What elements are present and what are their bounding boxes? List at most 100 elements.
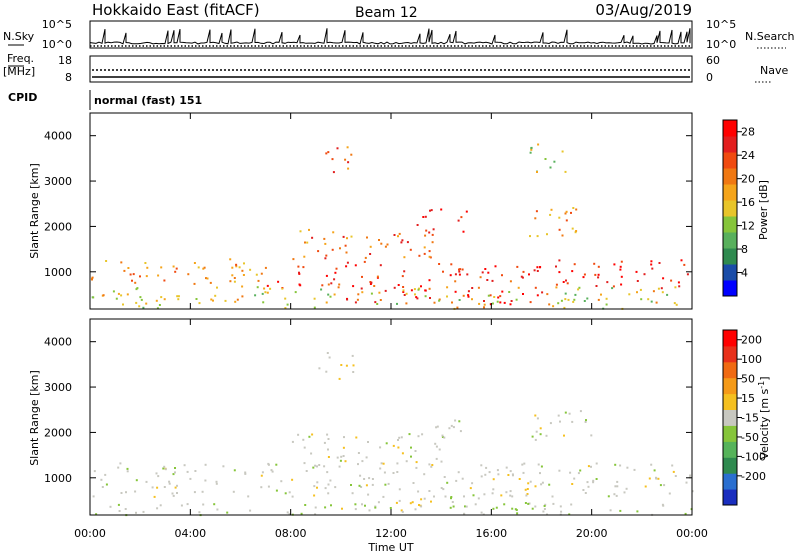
data-point [134,490,137,493]
data-point [657,477,660,480]
data-point [605,297,608,300]
data-point [415,296,418,299]
noise-left-tick-low: 10^0 [42,38,72,51]
data-point [163,279,166,282]
data-point [600,293,602,296]
data-point [423,497,426,500]
data-point [463,495,465,498]
data-point [512,474,514,477]
data-point [620,275,623,278]
data-point [233,469,236,472]
data-point [345,251,348,254]
data-point [318,464,321,466]
data-point [511,507,514,510]
data-point [146,266,149,269]
data-point [438,448,441,451]
data-point [571,420,574,423]
data-point [214,294,217,297]
data-point [428,463,431,466]
data-point [613,263,616,266]
data-point [329,479,332,482]
velocity-y-axis: 1000 2000 3000 4000 [44,336,692,485]
colorbar-tick-label: 12 [741,220,755,233]
data-point [668,492,671,495]
noise-right-label: N.Search [745,30,795,43]
data-point [606,281,609,284]
data-point [450,496,453,498]
colorbar-tick-label: 20 [741,173,755,186]
power-y-label: Slant Range [km] [28,163,41,259]
data-point [434,442,437,445]
data-point [291,495,294,498]
data-point [271,470,274,473]
data-point [564,292,567,295]
data-point [339,459,342,462]
data-point [592,481,595,484]
data-point [582,276,585,279]
data-point [275,463,278,466]
data-point [101,486,104,488]
data-point [521,463,524,466]
data-point [570,211,572,214]
data-point [174,486,177,489]
data-point [611,287,614,290]
data-point [587,465,590,468]
data-point [382,495,385,498]
data-point [571,227,574,230]
data-point [95,513,98,516]
data-point [479,276,482,279]
data-point [193,491,196,494]
data-point [660,287,663,290]
data-point [448,427,451,430]
data-point [323,237,326,240]
data-point [541,291,544,294]
data-point [198,302,201,305]
data-point [162,467,165,470]
data-point [304,504,307,506]
data-point [327,448,329,451]
colorbar-tick-label: 100 [741,353,762,366]
noise-left-label: N.Sky [3,30,35,43]
data-point [311,433,314,436]
data-point [425,229,428,232]
data-point [584,421,587,423]
data-point [368,509,371,512]
data-point [467,290,470,293]
data-point [616,485,619,488]
data-point [492,507,495,510]
x-tick-label: 08:00 [275,527,307,540]
data-point [583,300,586,302]
colorbar-swatch [723,441,737,458]
data-point [653,469,656,472]
data-point [429,256,432,259]
data-point [517,286,520,289]
x-tick-label: 20:00 [576,527,608,540]
data-point [342,455,345,457]
data-point [175,267,178,270]
data-point [509,280,512,283]
data-point [564,411,567,414]
freq-left-tick-high: 18 [58,54,72,67]
data-point [557,414,560,417]
data-point [187,273,190,276]
data-point [518,478,521,480]
data-point [456,306,459,309]
data-point [516,265,519,268]
data-point [284,307,287,310]
data-point [481,271,484,274]
data-point [552,305,555,308]
data-point [590,465,592,468]
data-point [633,468,636,471]
data-point [371,483,374,486]
data-point [400,436,403,439]
data-point [485,466,488,469]
data-point [480,511,483,514]
data-point [521,276,524,279]
data-point [573,298,576,301]
data-point [171,492,174,495]
data-point [402,286,405,288]
data-point [91,278,93,281]
data-point [614,463,617,466]
data-point [670,279,673,282]
data-point [326,352,329,354]
